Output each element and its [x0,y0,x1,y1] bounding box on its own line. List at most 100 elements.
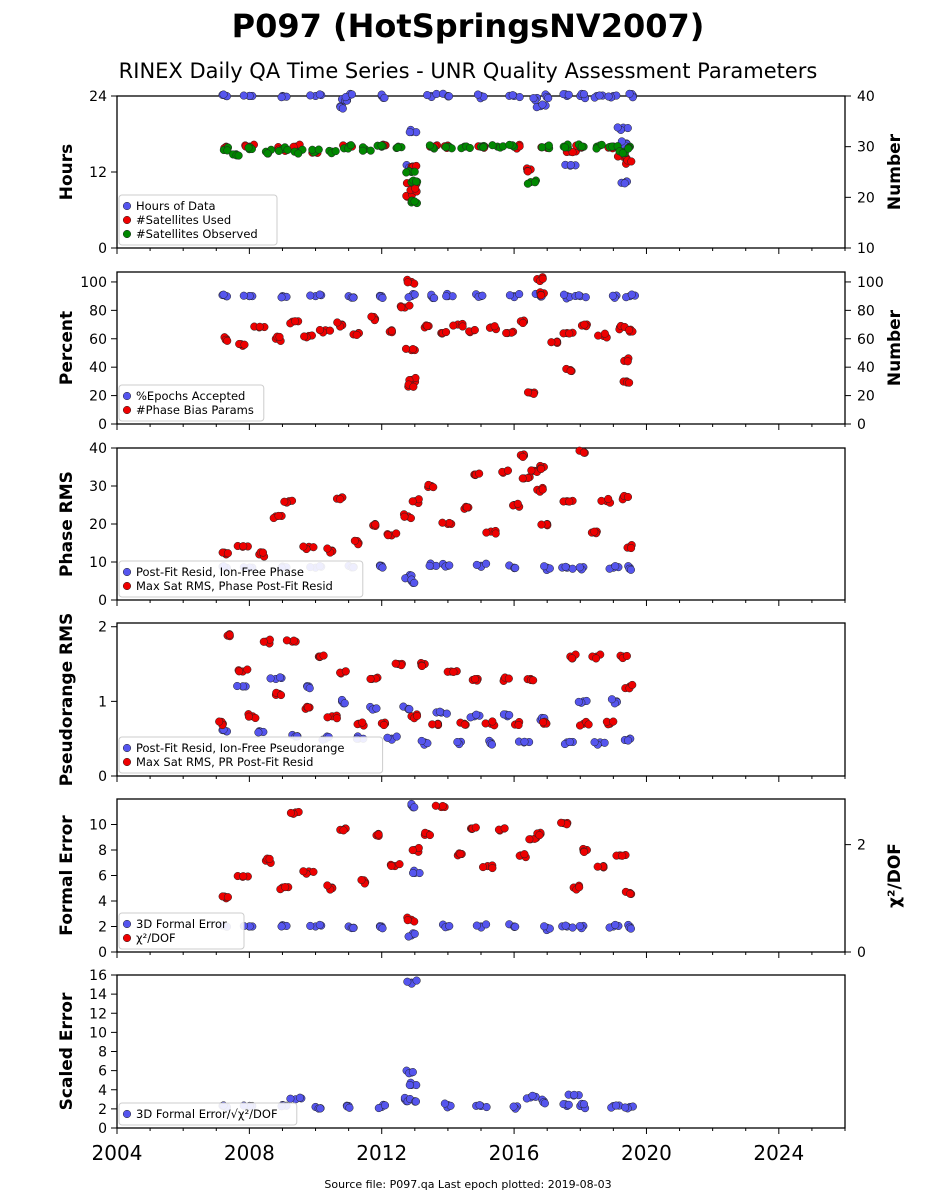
data-point [410,197,419,206]
data-point [377,141,386,150]
legend-marker [122,201,132,211]
data-point [223,549,232,558]
data-point [460,720,469,729]
data-point [456,849,465,859]
data-point [538,143,547,152]
data-point [604,494,613,503]
y-axis-label: Scaled Error [57,992,77,1110]
x-tick-label: 2016 [489,1141,540,1165]
data-point [323,713,332,722]
data-point [478,863,488,872]
legend-label: Max Sat RMS, PR Post-Fit Resid [136,755,313,769]
y-tick-label: 14 [89,987,107,1003]
data-point [366,674,375,684]
data-point [561,921,570,930]
data-point [491,529,500,538]
legend-marker [122,581,132,591]
data-point [565,497,574,506]
legend-box [118,384,265,422]
data-point [471,823,480,832]
data-point [580,320,589,329]
data-point [593,862,602,871]
legend-marker [122,567,132,577]
data-point [604,92,613,101]
data-point [425,831,434,840]
data-point [623,124,632,133]
x-tick-label: 2008 [224,1141,275,1165]
legend-marker [122,229,132,239]
data-point [315,325,324,335]
legend-label: #Phase Bias Params [136,403,254,417]
data-point [275,332,284,341]
data-point [409,868,418,878]
data-point [584,720,593,729]
data-point [430,293,439,303]
data-point [425,141,434,150]
data-point [387,326,396,335]
data-point [579,1100,589,1109]
data-point [331,147,340,156]
legend: Hours of Data#Satellites Used#Satellites… [118,194,278,246]
data-point [557,818,566,827]
data-point [274,146,283,155]
data-point [366,146,375,155]
data-point [441,142,450,152]
data-point [502,329,511,338]
data-point [538,100,547,109]
y-tick-label: 4 [98,1083,107,1099]
data-point [540,922,549,931]
data-point [628,680,637,690]
data-point [561,562,570,571]
data-point [609,717,618,726]
data-point [346,141,356,150]
data-point [597,140,606,149]
y-tick-label: 40 [89,441,107,457]
figure-subtitle: RINEX Daily QA Time Series - UNR Quality… [119,59,818,83]
data-point [280,497,289,506]
legend-marker [122,743,132,753]
data-point [611,920,620,929]
data-point [625,326,634,335]
data-point [234,151,243,160]
data-point [579,90,589,99]
data-point [333,318,342,327]
data-point [378,563,387,572]
data-point [274,511,283,520]
data-point [624,736,633,745]
data-point [281,883,290,892]
data-point [277,922,286,931]
data-point [251,713,260,723]
data-point [472,560,481,569]
data-point [431,801,440,810]
data-point [482,1103,491,1112]
data-point [255,322,264,331]
data-point [505,291,514,300]
data-point [332,714,341,723]
right-y-tick-label: 0 [857,417,866,433]
data-point [265,854,274,863]
data-point [544,94,553,103]
data-point [577,142,586,151]
data-point [254,728,263,737]
data-point [590,527,599,536]
data-point [412,976,421,985]
y-axis-label: Phase RMS [57,471,77,577]
data-point [566,161,575,170]
data-point [591,654,601,663]
data-point [547,338,556,347]
data-point [626,889,635,898]
data-point [597,496,606,505]
data-point [600,329,609,338]
legend-box [118,736,384,774]
footer-source-note: Source file: P097.qa Last epoch plotted:… [324,1178,611,1191]
data-point [462,503,472,512]
data-point [347,90,356,99]
data-point [291,317,300,326]
data-point [574,697,583,706]
data-point [323,544,332,553]
data-point [442,709,451,718]
legend: %Epochs Accepted#Phase Bias Params [118,384,265,422]
data-point [380,1101,390,1110]
